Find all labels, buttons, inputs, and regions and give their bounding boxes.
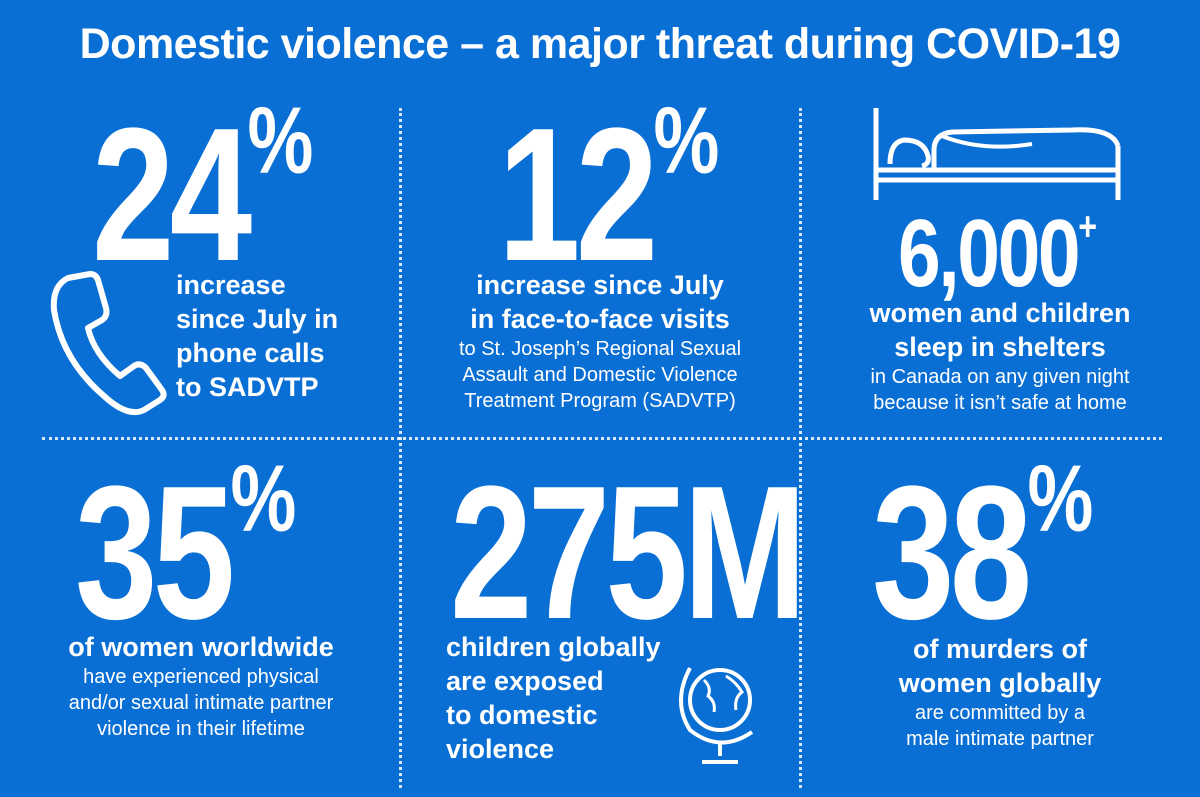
phone-icon [50, 271, 167, 416]
stat-value: 24% [92, 88, 314, 301]
divider-vertical-right [799, 108, 802, 788]
stat-description: of murders of women globally are committ… [898, 634, 1102, 750]
bed-icon [873, 108, 1121, 200]
globe-icon [679, 667, 754, 764]
stat-value: 6,000+ [898, 200, 1098, 307]
stat-description: of women worldwide have experienced phys… [68, 632, 334, 740]
divider-vertical-left [399, 108, 402, 788]
stat-value: 12% [498, 88, 720, 301]
stat-value: 275M [450, 447, 807, 659]
stat-value: 38% [872, 446, 1094, 659]
stat-description: increase since July in phone calls to SA… [176, 270, 339, 402]
stat-description: increase since July in face-to-face visi… [458, 270, 742, 412]
stat-description: women and children sleep in shelters in … [869, 298, 1131, 414]
divider-horizontal [42, 437, 1162, 440]
stat-description: children globally are exposed to domesti… [446, 632, 661, 764]
stat-value: 35% [75, 446, 297, 659]
page-title: Domestic violence – a major threat durin… [79, 20, 1121, 68]
